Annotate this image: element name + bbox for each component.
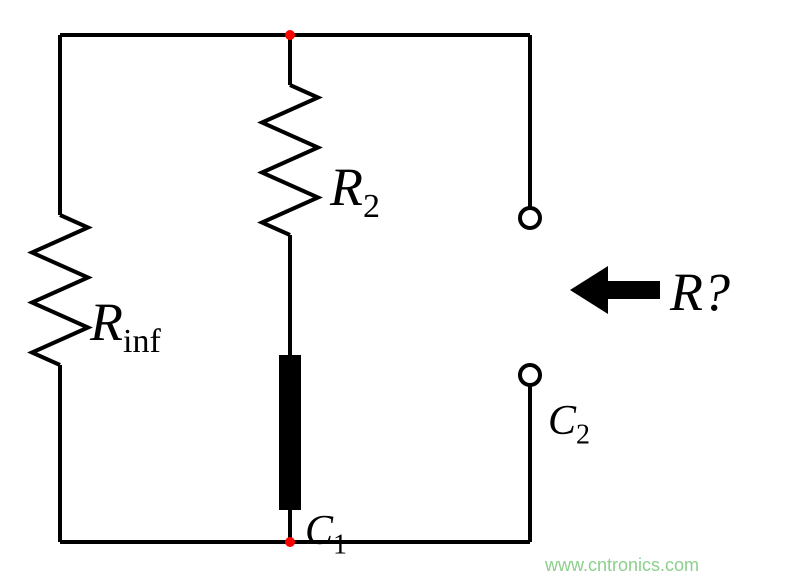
label-C2: C2 [548,400,590,449]
label-R-question: R? [670,265,730,319]
watermark: www.cntronics.com [545,555,699,576]
label-R2: R2 [330,160,380,224]
label-R-inf: Rinf [90,295,161,359]
label-C1: C1 [305,510,347,559]
